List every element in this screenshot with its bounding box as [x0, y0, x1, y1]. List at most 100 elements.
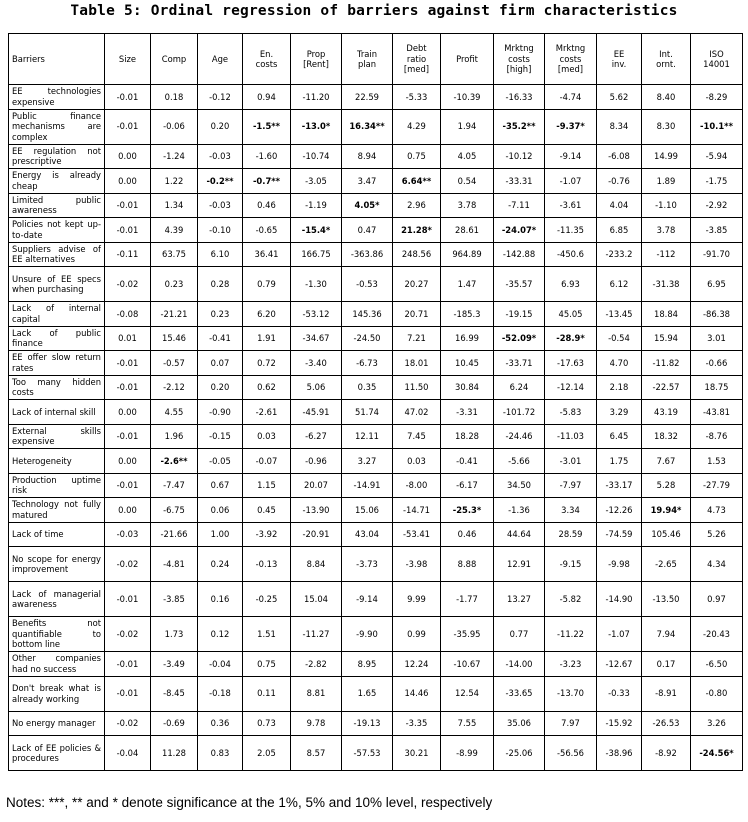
coefficient-cell: 0.79	[242, 266, 291, 302]
coefficient-cell: 0.16	[197, 581, 243, 617]
coefficient-cell: 3.47	[341, 168, 393, 194]
coefficient-cell: 0.97	[690, 581, 743, 617]
coefficient-cell: 7.45	[392, 423, 441, 449]
coefficient-cell: 20.07	[290, 472, 342, 498]
coefficient-cell: 43.19	[641, 399, 691, 425]
coefficient-cell: -0.03	[197, 143, 243, 169]
coefficient-cell: -1.36	[493, 497, 545, 523]
header-row: Barriers Size Comp Age En. costs Prop [Rent] T…	[8, 33, 743, 85]
coefficient-cell: -0.53	[341, 266, 393, 302]
coefficient-cell: -2.82	[290, 651, 342, 677]
coefficient-cell: -25.06	[493, 735, 545, 771]
table-row: Don't break what is already working -0.01…	[8, 675, 743, 712]
coefficient-cell: -3.23	[544, 651, 597, 677]
coefficient-cell: 22.59	[341, 84, 393, 110]
coefficient-cell: -142.88	[493, 241, 545, 267]
coefficient-cell: 1.89	[641, 168, 691, 194]
coefficient-cell: -0.01	[104, 84, 151, 110]
coefficient-cell: -0.06	[150, 108, 198, 145]
coefficient-cell: 7.67	[641, 448, 691, 474]
coefficient-cell: 5.62	[596, 84, 642, 110]
coefficient-cell: -0.01	[104, 374, 151, 400]
coefficient-cell: -13.90	[290, 497, 342, 523]
coefficient-cell: -24.50	[341, 325, 393, 351]
barrier-label: No energy manager	[8, 710, 105, 736]
coefficient-cell: -57.53	[341, 735, 393, 771]
column-header: Comp	[150, 33, 198, 85]
coefficient-cell: 18.84	[641, 301, 691, 327]
barrier-label: EE regulation not prescriptive	[8, 143, 105, 169]
table-title: Table 5: Ordinal regression of barriers …	[70, 3, 678, 19]
coefficient-cell: 51.74	[341, 399, 393, 425]
table-row: Other companies had no success -0.01 -3.49…	[8, 651, 743, 677]
coefficient-cell: -31.38	[641, 266, 691, 302]
coefficient-cell: -52.09*	[493, 325, 545, 351]
coefficient-cell: 1.73	[150, 616, 198, 652]
coefficient-cell: 12.91	[493, 546, 545, 582]
coefficient-cell: -2.65	[641, 546, 691, 582]
coefficient-cell: -33.71	[493, 350, 545, 376]
coefficient-cell: -0.25	[242, 581, 291, 617]
coefficient-cell: 0.06	[197, 497, 243, 523]
coefficient-cell: 2.05	[242, 735, 291, 771]
coefficient-cell: 36.41	[242, 241, 291, 267]
coefficient-cell: -6.50	[690, 651, 743, 677]
coefficient-cell: 7.21	[392, 325, 441, 351]
barrier-label: Benefits not quantifiable to bottom line	[8, 616, 105, 652]
table-row: Lack of time -0.03 -21.66 1.00 -3.92 -20.91 43…	[8, 521, 743, 547]
coefficient-cell: 1.53	[690, 448, 743, 474]
coefficient-cell: -7.11	[493, 192, 545, 218]
coefficient-cell: 3.78	[440, 192, 494, 218]
column-header-barriers: Barriers	[8, 33, 105, 85]
coefficient-cell: 4.04	[596, 192, 642, 218]
coefficient-cell: 1.91	[242, 325, 291, 351]
barrier-label: Lack of EE policies & procedures	[8, 735, 105, 771]
coefficient-cell: -0.90	[197, 399, 243, 425]
coefficient-cell: -10.1**	[690, 108, 743, 145]
coefficient-cell: 0.46	[242, 192, 291, 218]
coefficient-cell: -0.07	[242, 448, 291, 474]
coefficient-cell: 5.06	[290, 374, 342, 400]
barrier-label: EE offer slow return rates	[8, 350, 105, 376]
coefficient-cell: 3.34	[544, 497, 597, 523]
coefficient-cell: 0.20	[197, 374, 243, 400]
coefficient-cell: -3.40	[290, 350, 342, 376]
coefficient-cell: -0.01	[104, 350, 151, 376]
barrier-label: Limited public awareness	[8, 192, 105, 218]
coefficient-cell: 0.28	[197, 266, 243, 302]
coefficient-cell: 4.05*	[341, 192, 393, 218]
coefficient-cell: -10.39	[440, 84, 494, 110]
coefficient-cell: 1.47	[440, 266, 494, 302]
coefficient-cell: 6.95	[690, 266, 743, 302]
barrier-label: Lack of managerial awareness	[8, 581, 105, 617]
coefficient-cell: 16.99	[440, 325, 494, 351]
table-row: Lack of managerial awareness -0.01 -3.85 0.…	[8, 581, 743, 617]
coefficient-cell: -6.17	[440, 472, 494, 498]
coefficient-cell: -13.70	[544, 675, 597, 712]
table-row: Lack of EE policies & procedures -0.04 11.…	[8, 735, 743, 771]
coefficient-cell: 1.96	[150, 423, 198, 449]
coefficient-cell: -9.98	[596, 546, 642, 582]
barrier-label: No scope for energy improvement	[8, 546, 105, 582]
coefficient-cell: 15.94	[641, 325, 691, 351]
coefficient-cell: 35.06	[493, 710, 545, 736]
coefficient-cell: 1.22	[150, 168, 198, 194]
coefficient-cell: -450.6	[544, 241, 597, 267]
coefficient-cell: 8.30	[641, 108, 691, 145]
coefficient-cell: -10.74	[290, 143, 342, 169]
coefficient-cell: -3.85	[690, 217, 743, 243]
table-row: Unsure of EE specs when purchasing -0.02 0…	[8, 266, 743, 302]
coefficient-cell: 12.54	[440, 675, 494, 712]
coefficient-cell: -9.14	[341, 581, 393, 617]
coefficient-cell: -11.27	[290, 616, 342, 652]
coefficient-cell: 6.93	[544, 266, 597, 302]
column-header: Mrktng costs [high]	[493, 33, 545, 85]
coefficient-cell: -14.91	[341, 472, 393, 498]
coefficient-cell: -8.29	[690, 84, 743, 110]
coefficient-cell: 0.18	[150, 84, 198, 110]
coefficient-cell: -0.01	[104, 581, 151, 617]
coefficient-cell: 6.20	[242, 301, 291, 327]
coefficient-cell: -0.15	[197, 423, 243, 449]
coefficient-cell: 18.28	[440, 423, 494, 449]
coefficient-cell: 1.51	[242, 616, 291, 652]
